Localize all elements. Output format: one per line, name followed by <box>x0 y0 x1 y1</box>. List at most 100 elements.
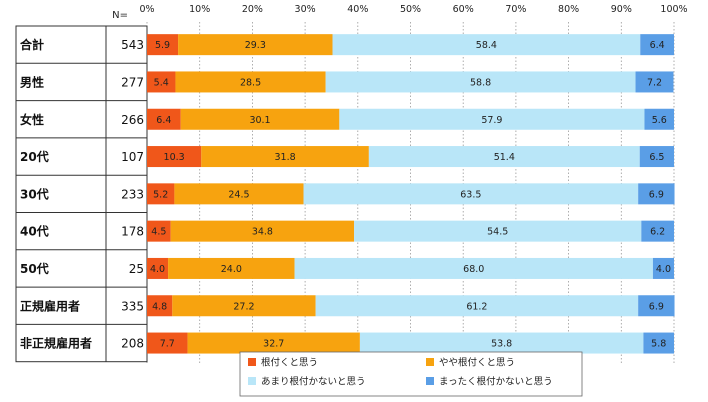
category-label: 30代 <box>20 186 49 201</box>
data-label: 51.4 <box>494 152 515 163</box>
data-label: 6.9 <box>649 189 664 200</box>
bar-segment <box>652 257 674 279</box>
legend-label: 根付くと思う <box>261 357 318 369</box>
bar-segment <box>175 71 326 93</box>
x-tick-label: 80% <box>558 4 579 15</box>
bar-segment <box>168 257 295 279</box>
bar-segment <box>635 71 674 93</box>
legend-swatch <box>248 377 256 385</box>
category-label: 20代 <box>20 149 49 164</box>
data-label: 61.2 <box>466 301 487 312</box>
bar-segment <box>178 34 333 56</box>
n-value: 266 <box>121 113 144 127</box>
bar-segment <box>147 257 169 279</box>
data-label: 27.2 <box>233 301 254 312</box>
category-label: 50代 <box>20 261 49 276</box>
data-label: 7.2 <box>647 77 662 88</box>
x-axis: 0% 10% 20% 30% 40% 50% 60% 70% 80% 90% 100% <box>139 4 687 15</box>
data-label: 30.1 <box>249 115 270 126</box>
x-tick-label: 90% <box>611 4 632 15</box>
bar-segment <box>147 108 181 130</box>
bar-segment <box>638 295 675 317</box>
bar-segment <box>315 295 639 317</box>
bar-segment <box>172 295 316 317</box>
data-label: 28.5 <box>240 77 261 88</box>
bar-segment <box>147 183 175 205</box>
data-label: 6.4 <box>650 40 665 51</box>
bar-segment <box>180 108 340 130</box>
bar-segment <box>147 295 173 317</box>
category-label: 40代 <box>20 224 49 239</box>
data-label: 31.8 <box>274 152 295 163</box>
legend-swatch <box>248 358 256 366</box>
x-tick-label: 50% <box>400 4 421 15</box>
data-label: 5.2 <box>153 189 168 200</box>
bar-segment <box>643 332 674 354</box>
category-label: 非正規雇用者 <box>20 336 92 351</box>
x-tick-label: 40% <box>347 4 368 15</box>
data-label: 6.5 <box>649 152 664 163</box>
bar-segment <box>201 146 369 168</box>
n-value: 277 <box>121 75 144 89</box>
data-label: 32.7 <box>263 339 284 350</box>
data-label: 29.3 <box>245 40 266 51</box>
bar-segment <box>294 257 653 279</box>
data-label: 58.8 <box>470 77 491 88</box>
x-tick-label: 30% <box>295 4 316 15</box>
bar-segment <box>147 220 171 242</box>
bar-segment <box>147 34 179 56</box>
x-tick-label: 100% <box>660 4 687 15</box>
legend-label: あまり根付かないと思う <box>261 376 366 388</box>
category-label: 女性 <box>20 112 44 127</box>
legend-box <box>239 351 583 397</box>
category-label: 正規雇用者 <box>20 298 80 313</box>
x-tick-label: 10% <box>189 4 210 15</box>
data-label: 34.8 <box>252 227 273 238</box>
bar-segment <box>641 220 674 242</box>
n-value: 107 <box>121 150 144 164</box>
x-tick-label: 20% <box>242 4 263 15</box>
legend-label: やや根付くと思う <box>439 357 515 369</box>
bar-segment <box>303 183 639 205</box>
bar-segment <box>147 71 176 93</box>
bar-segment <box>339 108 645 130</box>
bar-segment <box>354 220 642 242</box>
bars-layer: 5.9 29.3 58.4 6.4 5.4 28.5 58.8 7.2 6.4 30.1 57.9 5… <box>147 34 675 354</box>
category-label: 男性 <box>20 74 44 89</box>
x-tick-label: 0% <box>139 4 154 15</box>
bar-segment <box>359 332 644 354</box>
data-label: 54.5 <box>487 227 508 238</box>
bar-segment <box>325 71 636 93</box>
bar-segment <box>332 34 641 56</box>
bar-segment <box>147 146 202 168</box>
data-label: 10.3 <box>164 152 185 163</box>
data-label: 63.5 <box>460 189 481 200</box>
bar-segment <box>174 183 304 205</box>
bar-segment <box>187 332 360 354</box>
data-label: 4.5 <box>151 227 166 238</box>
n-value: 178 <box>121 225 144 239</box>
legend-swatch <box>426 377 434 385</box>
data-label: 24.5 <box>228 189 249 200</box>
n-value: 543 <box>121 38 144 52</box>
data-label: 6.2 <box>650 227 665 238</box>
bar-segment <box>639 146 674 168</box>
data-label: 5.8 <box>651 339 666 350</box>
bar-segment <box>640 34 674 56</box>
data-label: 4.0 <box>150 264 165 275</box>
data-label: 5.4 <box>154 77 169 88</box>
legend-label: まったく根付かないと思う <box>439 376 553 388</box>
data-label: 4.0 <box>656 264 671 275</box>
bar-segment <box>147 332 188 354</box>
data-label: 57.9 <box>481 115 502 126</box>
bar-segment <box>638 183 675 205</box>
category-label: 合計 <box>20 37 44 52</box>
data-label: 6.4 <box>156 115 171 126</box>
data-label: 6.9 <box>649 301 664 312</box>
data-label: 4.8 <box>152 301 167 312</box>
n-value: 335 <box>121 299 144 313</box>
n-value: 208 <box>121 337 144 351</box>
data-label: 5.6 <box>652 115 667 126</box>
